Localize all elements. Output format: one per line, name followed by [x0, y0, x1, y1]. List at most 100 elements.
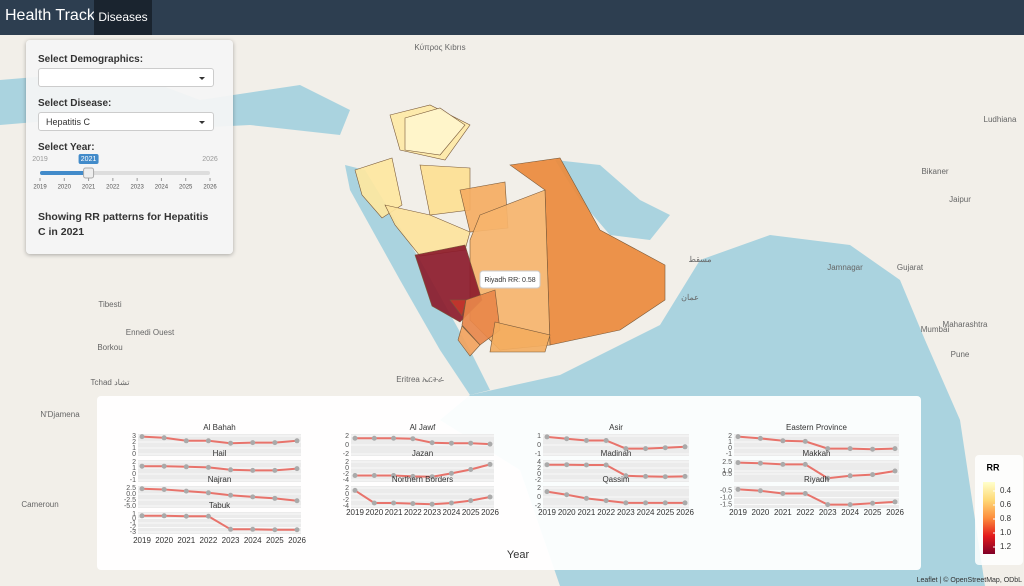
x-tick-label: 2020 — [365, 508, 383, 517]
series-line — [546, 435, 686, 450]
point — [487, 461, 493, 467]
y-tick-label: -1 — [726, 451, 732, 458]
panel-title: Eastern Province — [786, 423, 847, 432]
slider-tick-label: 2022 — [106, 185, 120, 191]
point — [564, 492, 570, 498]
point — [410, 501, 416, 507]
slider[interactable]: 2019 2026 2021 2019 2020 2021 2022 2023 2024 2025… — [30, 154, 230, 194]
y-tick-label: -1 — [130, 520, 136, 527]
point — [682, 473, 688, 479]
panel-bg — [138, 460, 301, 482]
point — [682, 500, 688, 506]
x-tick-label: 2022 — [597, 508, 615, 517]
y-tick-label: 1 — [132, 511, 136, 518]
point — [228, 440, 234, 446]
y-tick-label: 2.5 — [722, 459, 732, 466]
point — [583, 438, 589, 443]
point — [603, 498, 609, 504]
panel-title: Madinah — [601, 449, 632, 458]
chart-panel — [97, 396, 921, 570]
x-tick-label: 2026 — [481, 508, 499, 517]
point — [429, 440, 435, 446]
sidebar: Select Demographics: Select Disease: Hep… — [26, 40, 233, 254]
region[interactable] — [404, 107, 466, 156]
panel-title: Al Jawf — [410, 423, 437, 432]
point — [250, 494, 256, 500]
regions — [354, 104, 666, 357]
map-label: Bikaner — [921, 167, 948, 176]
legend-tick-label: 1.2 — [1000, 542, 1012, 551]
y-tick-label: 1 — [537, 433, 541, 440]
point — [183, 438, 189, 444]
point — [448, 500, 454, 506]
brand[interactable]: Health Tracker — [5, 7, 110, 24]
map-label: Borkou — [97, 343, 122, 352]
region[interactable] — [489, 321, 551, 353]
select[interactable] — [38, 68, 214, 87]
y-tick-label: 2 — [728, 433, 732, 440]
y-tick-label: 2 — [132, 439, 136, 446]
point — [161, 463, 167, 469]
x-tick-label: 2024 — [244, 536, 262, 545]
region[interactable] — [457, 325, 481, 357]
point — [448, 470, 454, 476]
point — [825, 475, 831, 481]
point — [662, 474, 668, 480]
y-tick-label: 0 — [345, 442, 349, 449]
y-tick-label: -2.5 — [124, 497, 136, 504]
point — [623, 473, 629, 479]
panel-title: Asir — [609, 423, 623, 432]
map-label: Κύπρος Kıbrıs — [414, 43, 465, 52]
point — [643, 500, 649, 506]
x-tick-label: 2023 — [617, 508, 635, 517]
x-tick-label: 2026 — [676, 508, 694, 517]
nav-tab[interactable]: Diseases — [94, 0, 152, 35]
y-tick-label: 1 — [728, 439, 732, 446]
slider-max: 2026 — [202, 156, 218, 163]
point — [892, 499, 898, 505]
map-label: Mumbai — [921, 325, 950, 334]
point — [780, 461, 786, 467]
region[interactable] — [461, 289, 501, 346]
y-tick-label: -1.5 — [720, 501, 732, 508]
point — [544, 489, 550, 495]
point — [391, 500, 397, 506]
series-line — [355, 437, 491, 446]
panel-title: Tabuk — [209, 501, 231, 510]
point — [391, 435, 397, 441]
x-tick-label: 2020 — [558, 508, 576, 517]
map-label: Ludhiana — [984, 115, 1017, 124]
point — [205, 490, 211, 496]
point — [294, 498, 300, 504]
map-label: مسقط — [688, 255, 711, 264]
panel-title: Al Bahah — [203, 423, 235, 432]
series-line — [737, 488, 896, 506]
y-tick-label: -0.5 — [720, 488, 732, 495]
panel-title: Northern Borders — [392, 475, 453, 484]
region[interactable] — [449, 299, 467, 317]
point — [228, 467, 234, 473]
x-tick-label: 2021 — [385, 508, 403, 517]
y-tick-label: 1 — [132, 465, 136, 472]
label: Select Year: — [38, 142, 95, 153]
point — [139, 434, 145, 440]
point — [371, 500, 377, 506]
x-tick-label: 2022 — [796, 508, 814, 517]
map-label: Eritrea ኤርትራ — [396, 375, 444, 384]
legend-tick-label: 0.4 — [1000, 486, 1012, 495]
point — [272, 495, 278, 501]
point — [662, 445, 668, 451]
y-tick-label: -1.0 — [720, 495, 732, 502]
y-tick-label: 0 — [537, 494, 541, 501]
attribution: Leaflet | © OpenStreetMap, ODbL — [917, 576, 1023, 584]
y-tick-label: -2 — [343, 471, 349, 478]
x-tick-label: 2025 — [864, 508, 882, 517]
x-tick-label: 2024 — [443, 508, 461, 517]
slider-fill — [40, 171, 89, 175]
point — [643, 446, 649, 452]
select[interactable]: Hepatitis C — [38, 112, 214, 131]
slider-value: 2021 — [81, 156, 97, 163]
series-line — [737, 435, 896, 451]
panel-title: Najran — [208, 475, 232, 484]
